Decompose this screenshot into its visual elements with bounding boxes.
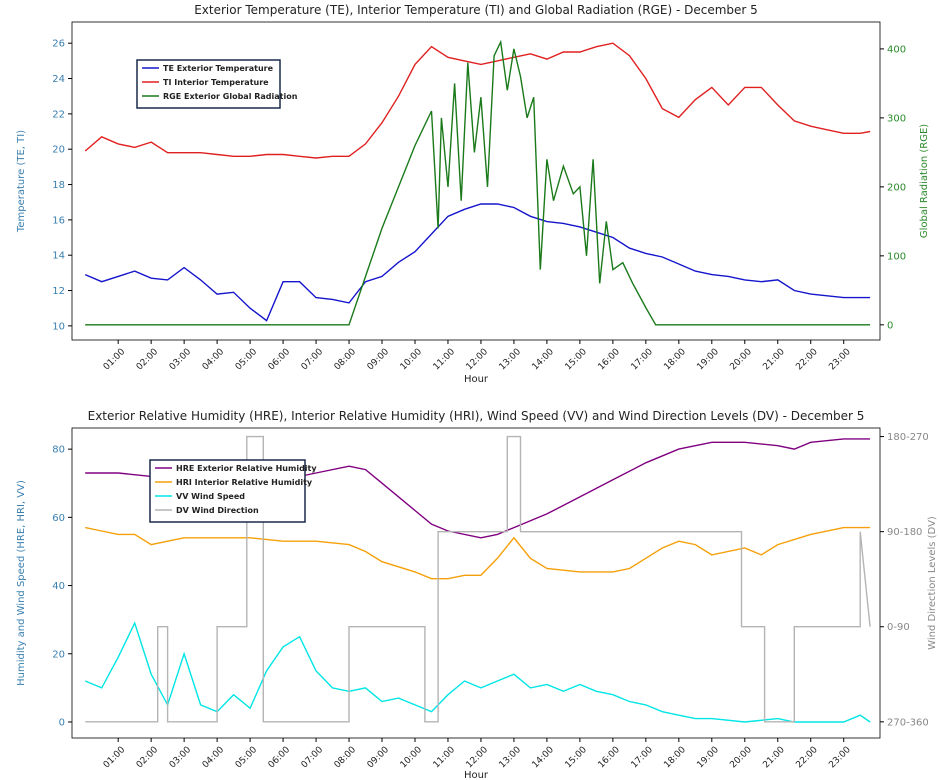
legend-label: TI Interior Temperature — [163, 78, 269, 87]
y-tick-label: 60 — [52, 513, 65, 524]
y-tick-label: 14 — [52, 251, 65, 262]
legend-box — [136, 59, 281, 109]
y2-tick-label: 180-270 — [887, 432, 929, 443]
x-tick-label: 16:00 — [597, 347, 623, 373]
y-tick-label: 20 — [52, 145, 65, 156]
x-tick-label: 04:00 — [201, 347, 227, 373]
x-tick-label: 09:00 — [366, 347, 392, 373]
x-tick-label: 22:00 — [794, 347, 820, 373]
line-series — [85, 435, 871, 723]
x-tick-label: 12:00 — [465, 745, 491, 771]
legend-label: RGE Exterior Global Radiation — [163, 92, 298, 101]
x-tick-label: 17:00 — [630, 745, 656, 771]
x-tick-label: 11:00 — [432, 347, 458, 373]
y2-tick-label: 270-360 — [887, 717, 929, 728]
legend-box — [149, 459, 306, 523]
y-axis-label: Temperature (TE, TI) — [16, 130, 27, 233]
line-series — [85, 39, 871, 326]
x-tick-label: 21:00 — [761, 347, 787, 373]
line-series — [84, 42, 871, 159]
y2-tick-label: 300 — [887, 113, 906, 124]
plot-frame — [71, 427, 881, 739]
x-tick-label: 06:00 — [267, 745, 293, 771]
x-tick-label: 18:00 — [662, 745, 688, 771]
y2-axis-label: Wind Direction Levels (DV) — [927, 516, 938, 650]
x-tick-label: 15:00 — [564, 347, 590, 373]
x-tick-label: 03:00 — [168, 745, 194, 771]
x-tick-label: 15:00 — [564, 745, 590, 771]
x-tick-label: 21:00 — [761, 745, 787, 771]
x-tick-label: 08:00 — [333, 745, 359, 771]
x-tick-label: 19:00 — [695, 347, 721, 373]
x-tick-label: 19:00 — [695, 745, 721, 771]
x-tick-label: 09:00 — [366, 745, 392, 771]
legend-label: HRI Interior Relative Humidity — [176, 478, 313, 487]
x-tick-label: 06:00 — [267, 347, 293, 373]
chart-title: Exterior Relative Humidity (HRE), Interi… — [88, 409, 865, 423]
x-tick-label: 05:00 — [234, 745, 260, 771]
x-tick-label: 11:00 — [432, 745, 458, 771]
y-tick-label: 16 — [52, 215, 65, 226]
x-tick-label: 20:00 — [728, 745, 754, 771]
x-tick-label: 16:00 — [597, 745, 623, 771]
line-series — [84, 203, 871, 322]
x-tick-label: 05:00 — [234, 347, 260, 373]
y-tick-label: 18 — [52, 180, 65, 191]
x-tick-label: 01:00 — [102, 745, 128, 771]
x-tick-label: 04:00 — [201, 745, 227, 771]
y2-axis-label: Global Radiation (RGE) — [919, 124, 930, 238]
y2-tick-label: 200 — [887, 182, 906, 193]
x-tick-label: 07:00 — [300, 347, 326, 373]
line-series — [85, 526, 871, 580]
x-tick-label: 07:00 — [300, 745, 326, 771]
x-tick-label: 10:00 — [399, 745, 425, 771]
x-tick-label: 14:00 — [531, 347, 557, 373]
y2-tick-label: 400 — [887, 44, 906, 55]
chart-title: Exterior Temperature (TE), Interior Temp… — [194, 3, 758, 17]
x-tick-label: 23:00 — [827, 347, 853, 373]
y-tick-label: 26 — [52, 39, 65, 50]
y-tick-label: 24 — [52, 74, 65, 85]
y2-tick-label: 0 — [887, 320, 893, 331]
x-tick-label: 14:00 — [531, 745, 557, 771]
x-tick-label: 13:00 — [498, 745, 524, 771]
legend-label: VV Wind Speed — [176, 492, 245, 501]
x-tick-label: 18:00 — [662, 347, 688, 373]
y-tick-label: 0 — [59, 717, 65, 728]
x-tick-label: 12:00 — [465, 347, 491, 373]
x-tick-label: 02:00 — [135, 745, 161, 771]
line-series — [84, 621, 871, 723]
y-tick-label: 10 — [52, 321, 65, 332]
y-tick-label: 22 — [52, 109, 65, 120]
legend-label: TE Exterior Temperature — [163, 64, 274, 73]
y2-tick-label: 90-180 — [887, 527, 922, 538]
x-tick-label: 10:00 — [399, 347, 425, 373]
y-axis-label: Humidity and Wind Speed (HRE, HRI, VV) — [16, 480, 27, 686]
x-tick-label: 08:00 — [333, 347, 359, 373]
x-tick-label: 22:00 — [794, 745, 820, 771]
legend-label: DV Wind Direction — [176, 506, 259, 515]
x-tick-label: 17:00 — [630, 347, 656, 373]
legend-label: HRE Exterior Relative Humidity — [176, 464, 317, 473]
x-tick-label: 23:00 — [827, 745, 853, 771]
x-tick-label: 20:00 — [728, 347, 754, 373]
x-tick-label: 03:00 — [168, 347, 194, 373]
y2-tick-label: 0-90 — [887, 622, 910, 633]
y-tick-label: 40 — [52, 581, 65, 592]
y-tick-label: 12 — [52, 286, 65, 297]
x-tick-label: 13:00 — [498, 347, 524, 373]
x-axis-label: Hour — [464, 374, 489, 385]
x-tick-label: 02:00 — [135, 347, 161, 373]
y-tick-label: 20 — [52, 649, 65, 660]
plot-frame — [71, 21, 881, 341]
x-axis-label: Hour — [464, 770, 489, 780]
y-tick-label: 80 — [52, 445, 65, 456]
y2-tick-label: 100 — [887, 251, 906, 262]
x-tick-label: 01:00 — [102, 347, 128, 373]
